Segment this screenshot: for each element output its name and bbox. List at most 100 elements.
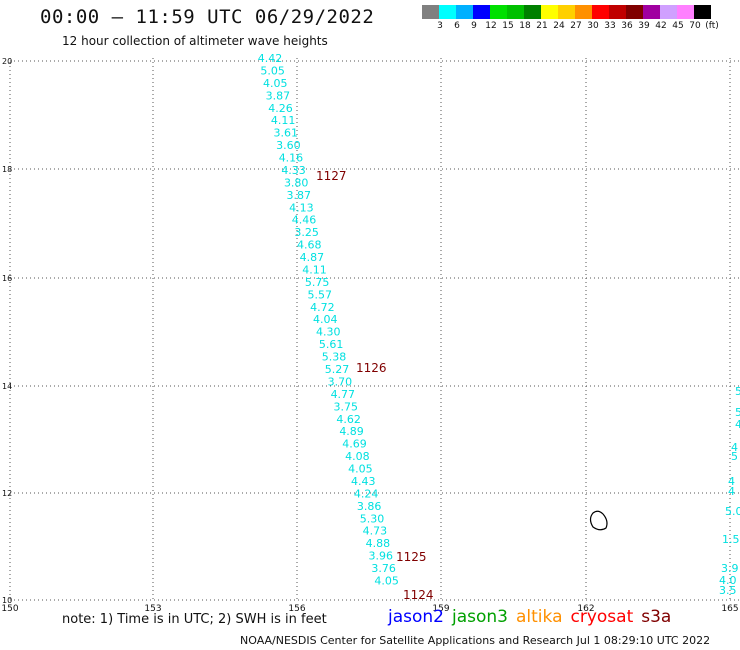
legend-label: 21	[536, 21, 548, 31]
legend-label: 18	[519, 21, 531, 31]
legend-label: 6	[454, 21, 460, 31]
satellite-legend: jason2 jason3 altika cryosat s3a	[388, 607, 679, 627]
pass-time-label: 1125	[396, 550, 427, 564]
legend-label: 30	[587, 21, 599, 31]
edge-wave-value: 3.5	[719, 584, 737, 597]
wave-height-value: 3.61	[273, 127, 298, 140]
latitude-label: 10	[2, 596, 12, 605]
wave-height-value: 5.38	[322, 351, 347, 364]
legend-swatch	[439, 5, 456, 19]
legend-swatch	[558, 5, 575, 19]
wave-height-value: 4.24	[354, 487, 379, 500]
legend-swatch	[456, 5, 473, 19]
edge-wave-value: 3.9	[721, 562, 739, 575]
latitude-label: 20	[2, 57, 12, 66]
legend-swatch	[643, 5, 660, 19]
pass-time-label: 1124	[403, 588, 434, 602]
wave-height-value: 4.73	[363, 525, 388, 538]
wave-height-value: 3.87	[266, 89, 291, 102]
wave-height-value: 4.11	[271, 114, 296, 127]
wave-height-value: 3.96	[369, 550, 394, 563]
edge-wave-value: 4	[728, 485, 735, 498]
legend-label: 12	[485, 21, 497, 31]
legend-swatch	[473, 5, 490, 19]
wave-height-value: 4.11	[302, 263, 327, 276]
island-outline	[589, 510, 608, 531]
wave-height-value: 3.86	[357, 500, 382, 513]
wave-height-value: 5.30	[360, 512, 385, 525]
legend-swatch	[575, 5, 592, 19]
wave-height-value: 5.61	[319, 338, 344, 351]
longitude-label: 162	[577, 604, 594, 614]
legend-label: 42	[655, 21, 667, 31]
wave-height-value: 4.88	[366, 537, 391, 550]
longitude-label: 165	[721, 604, 738, 614]
latitude-label: 12	[2, 489, 12, 498]
edge-wave-value: 4	[728, 475, 735, 488]
map-grid	[9, 58, 740, 601]
wave-height-value: 4.04	[313, 313, 338, 326]
wave-height-value: 3.75	[333, 400, 358, 413]
wave-height-value: 4.72	[310, 301, 335, 314]
edge-wave-value: 5	[735, 385, 740, 398]
edge-wave-value: 5	[735, 406, 740, 419]
pass-time-label: 1126	[356, 361, 387, 375]
wave-height-value: 4.05	[348, 463, 373, 476]
legend-label: 45	[672, 21, 684, 31]
legend-label: 15	[502, 21, 514, 31]
wave-height-value: 5.05	[260, 64, 285, 77]
wave-height-value: 3.60	[276, 139, 301, 152]
wave-height-value: 4.89	[339, 425, 364, 438]
legend-label: 33	[604, 21, 616, 31]
color-legend	[422, 5, 711, 19]
edge-wave-value: 1.5	[722, 533, 740, 546]
wave-height-value: 3.76	[371, 562, 396, 575]
credit-line: NOAA/NESDIS Center for Satellite Applica…	[240, 634, 711, 647]
satellite-altika: altika	[516, 607, 563, 627]
legend-label: 24	[553, 21, 565, 31]
edge-wave-value: 5	[731, 450, 738, 463]
wave-height-value: 3.80	[284, 176, 309, 189]
edge-wave-value: 5.0	[725, 505, 740, 518]
map-subtitle: 12 hour collection of altimeter wave hei…	[62, 34, 328, 48]
wave-height-value: 4.26	[268, 102, 293, 115]
wave-height-value: 3.70	[328, 375, 353, 388]
wave-height-value: 4.42	[258, 52, 283, 65]
edge-wave-value: 4.0	[719, 574, 737, 587]
edge-wave-value: 4	[735, 418, 740, 431]
wave-height-value: 4.08	[345, 450, 370, 463]
longitude-label: 156	[288, 604, 305, 614]
legend-label: 27	[570, 21, 582, 31]
legend-label: 70	[689, 21, 701, 31]
longitude-labels: 150 153 156 159 162 165	[1, 604, 738, 614]
satellite-jason2: jason2	[388, 607, 444, 627]
legend-swatch	[422, 5, 439, 19]
map-title: 00:00 – 11:59 UTC 06/29/2022	[40, 6, 375, 28]
latitude-labels: 20 18 16 14 12 10	[2, 57, 12, 605]
wave-height-value: 5.57	[308, 288, 333, 301]
wave-height-value: 3.87	[287, 189, 312, 202]
wave-height-value: 4.69	[342, 438, 367, 451]
wave-height-value: 4.33	[281, 164, 306, 177]
satellite-cryosat: cryosat	[570, 607, 634, 627]
wave-height-value: 4.30	[316, 326, 341, 339]
legend-swatch	[541, 5, 558, 19]
longitude-label: 150	[1, 604, 18, 614]
legend-swatch	[592, 5, 609, 19]
wave-height-value: 3.25	[294, 226, 319, 239]
latitude-label: 16	[2, 274, 12, 283]
wave-height-value: 5.27	[325, 363, 350, 376]
satellite-s3a: s3a	[641, 607, 672, 627]
legend-label: (ft)	[705, 21, 719, 31]
wave-height-value: 4.05	[374, 574, 399, 587]
altimeter-track: 4.425.054.053.874.264.113.613.604.164.33…	[258, 52, 399, 587]
legend-swatch	[609, 5, 626, 19]
legend-swatch	[694, 5, 711, 19]
wave-height-value: 4.68	[297, 239, 322, 252]
wave-height-value: 4.87	[300, 251, 325, 264]
wave-height-value: 4.77	[331, 388, 356, 401]
latitude-label: 18	[2, 165, 12, 174]
wave-height-value: 5.75	[305, 276, 330, 289]
footnote: note: 1) Time is in UTC; 2) SWH is in fe…	[62, 612, 327, 627]
legend-label: 9	[471, 21, 477, 31]
